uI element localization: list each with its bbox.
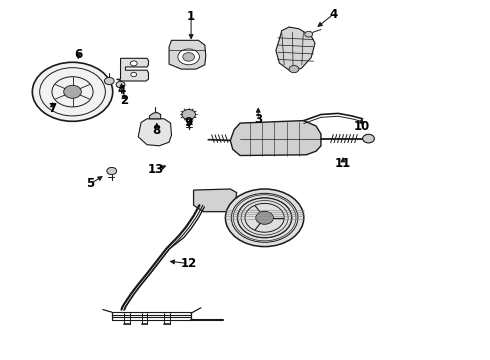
Circle shape <box>130 61 137 66</box>
Circle shape <box>182 109 196 120</box>
Text: 8: 8 <box>153 124 161 137</box>
Text: 7: 7 <box>49 102 56 114</box>
Polygon shape <box>169 40 206 69</box>
Text: 1: 1 <box>187 10 195 23</box>
Circle shape <box>32 62 113 121</box>
Circle shape <box>305 31 313 37</box>
Text: 4: 4 <box>118 84 125 96</box>
Text: 10: 10 <box>353 120 370 133</box>
Circle shape <box>256 211 273 224</box>
Text: 11: 11 <box>335 157 351 170</box>
Text: 2: 2 <box>120 94 128 107</box>
Text: 9: 9 <box>185 116 193 129</box>
Text: 5: 5 <box>87 177 95 190</box>
Circle shape <box>178 49 199 65</box>
Circle shape <box>363 134 374 143</box>
Circle shape <box>131 72 137 77</box>
Circle shape <box>116 81 125 88</box>
Text: 12: 12 <box>180 257 197 270</box>
Polygon shape <box>194 189 237 212</box>
Text: 3: 3 <box>254 113 262 126</box>
Polygon shape <box>117 58 148 81</box>
Circle shape <box>107 167 117 175</box>
Circle shape <box>289 66 299 73</box>
Circle shape <box>183 53 195 61</box>
Polygon shape <box>149 112 161 119</box>
Circle shape <box>104 77 114 85</box>
Polygon shape <box>276 27 315 71</box>
Circle shape <box>225 189 304 247</box>
Text: 6: 6 <box>74 48 82 61</box>
Text: 13: 13 <box>147 163 164 176</box>
Polygon shape <box>230 121 321 156</box>
Polygon shape <box>138 119 171 146</box>
Circle shape <box>64 85 81 98</box>
Text: 4: 4 <box>329 8 337 21</box>
